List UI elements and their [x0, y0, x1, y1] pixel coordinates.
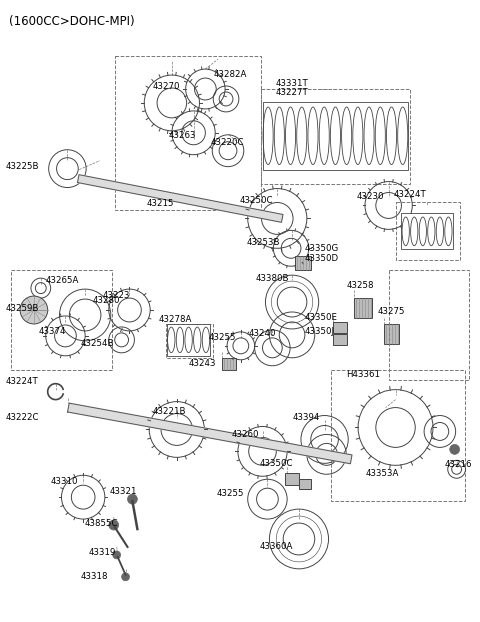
Bar	[389, 270, 469, 379]
Text: 43374: 43374	[39, 327, 66, 337]
Bar	[354, 298, 372, 318]
Bar	[396, 203, 459, 260]
Text: 43255: 43255	[208, 333, 236, 342]
Text: 43282A: 43282A	[213, 70, 247, 78]
Text: 43258: 43258	[346, 281, 374, 290]
Text: 43275: 43275	[378, 307, 405, 317]
Text: 43321: 43321	[110, 486, 137, 496]
Text: 43394: 43394	[293, 413, 321, 422]
Text: 43243: 43243	[189, 360, 216, 368]
Text: 43855C: 43855C	[84, 519, 118, 527]
Text: 43260: 43260	[232, 430, 260, 439]
Circle shape	[109, 520, 119, 530]
Bar	[222, 358, 236, 369]
Text: 43331T: 43331T	[276, 78, 308, 88]
Bar	[332, 369, 465, 501]
Bar	[11, 270, 112, 369]
Text: 43263: 43263	[169, 131, 196, 141]
Text: 43350D: 43350D	[305, 254, 339, 262]
Text: 43230: 43230	[356, 192, 384, 201]
Text: 43223: 43223	[103, 290, 131, 300]
Text: 43350E: 43350E	[305, 313, 338, 322]
Text: H43361: H43361	[346, 370, 380, 379]
Text: 43278A: 43278A	[159, 315, 192, 325]
Circle shape	[20, 296, 48, 324]
Text: 43350G: 43350G	[305, 244, 339, 253]
Polygon shape	[77, 175, 283, 222]
Bar	[334, 334, 347, 345]
Text: 43216: 43216	[445, 460, 472, 469]
Text: 43350J: 43350J	[305, 327, 335, 337]
Text: 43318: 43318	[80, 572, 108, 582]
Text: 43259B: 43259B	[5, 304, 39, 312]
Bar	[261, 89, 410, 183]
Bar	[295, 256, 311, 270]
Text: (1600CC>DOHC-MPI): (1600CC>DOHC-MPI)	[9, 16, 135, 29]
Text: 43350C: 43350C	[260, 459, 293, 468]
Text: 43280: 43280	[93, 295, 120, 305]
Bar	[401, 213, 453, 249]
Circle shape	[121, 573, 130, 581]
Text: 43224T: 43224T	[394, 190, 426, 199]
Text: 43255: 43255	[216, 489, 244, 498]
Text: 43380B: 43380B	[256, 274, 289, 282]
Circle shape	[450, 444, 459, 454]
Polygon shape	[68, 403, 352, 464]
Text: 43224T: 43224T	[5, 377, 38, 386]
Text: 43270: 43270	[152, 81, 180, 91]
Circle shape	[113, 551, 120, 559]
Circle shape	[128, 494, 137, 504]
Text: 43319: 43319	[88, 549, 116, 557]
Bar	[384, 324, 399, 344]
Bar	[299, 479, 311, 489]
Text: 43254B: 43254B	[80, 340, 114, 348]
Text: 43353A: 43353A	[366, 469, 399, 478]
Text: 43360A: 43360A	[260, 542, 293, 552]
Bar	[285, 473, 299, 485]
Text: 43225B: 43225B	[5, 162, 39, 171]
Text: 43240: 43240	[249, 330, 276, 338]
Bar	[115, 56, 261, 210]
Text: 43227T: 43227T	[276, 88, 308, 98]
Bar	[167, 324, 210, 356]
Text: 43221B: 43221B	[152, 407, 186, 416]
Text: 43265A: 43265A	[46, 276, 79, 285]
Text: 43250C: 43250C	[240, 196, 273, 205]
Bar	[263, 102, 408, 170]
Bar	[166, 324, 213, 358]
Text: 43253B: 43253B	[247, 238, 280, 247]
Bar	[334, 322, 347, 333]
Text: 43220C: 43220C	[210, 138, 244, 147]
Text: 43310: 43310	[51, 476, 78, 486]
Text: 43222C: 43222C	[5, 413, 39, 422]
Text: 43215: 43215	[146, 199, 174, 208]
